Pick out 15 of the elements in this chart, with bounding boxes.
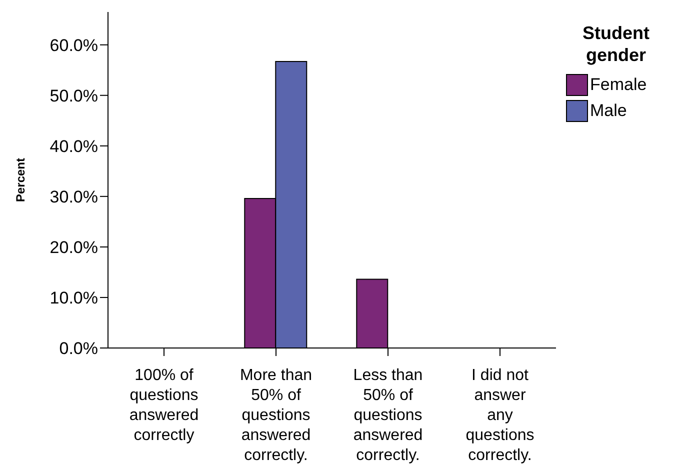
x-tick-label: More than 50% of questions answered correctly. [240,367,312,464]
x-tick-label: I did not answer any questions correctly. [466,367,534,464]
legend-label: Male [590,101,627,121]
legend-title: Student gender [582,22,650,66]
x-tick-label: Less than 50% of questions answered correctly. [353,367,423,464]
y-axis-title: Percent [13,158,28,202]
y-tick-label: 60.0% [50,36,98,55]
y-tick-label: 0.0% [59,339,98,358]
y-tick-label: 50.0% [50,86,98,106]
y-tick-label: 30.0% [50,187,98,206]
y-tick-label: 20.0% [50,238,98,257]
legend-label: Female [590,75,647,95]
y-tick-label: 10.0% [50,288,98,308]
y-tick-label: 40.0% [50,136,98,156]
x-tick-label: 100% of questions answered correctly [129,367,199,444]
